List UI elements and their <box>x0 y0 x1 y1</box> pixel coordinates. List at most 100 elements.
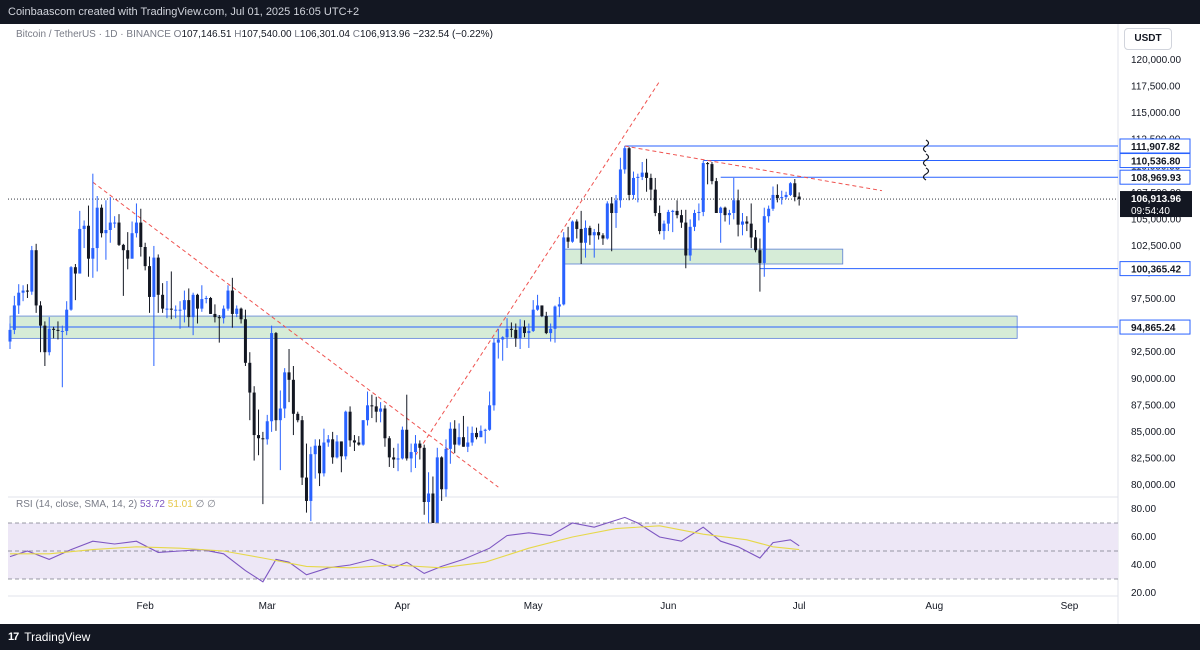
candle-body <box>274 333 278 421</box>
y-tick-label: 85,000.00 <box>1131 427 1176 438</box>
candle-body <box>466 442 470 447</box>
candle-body <box>39 305 43 326</box>
candle-body <box>152 257 156 297</box>
candle-body <box>584 227 588 243</box>
candle-body <box>719 207 723 213</box>
candle-body <box>161 294 165 309</box>
candle-body <box>370 405 374 407</box>
candle-body <box>496 339 500 343</box>
candle-body <box>313 445 317 455</box>
high-label: H <box>234 29 242 40</box>
candle-body <box>252 392 256 436</box>
level-price-tag <box>1119 169 1191 185</box>
x-tick-label: Jun <box>660 601 676 612</box>
candle-body <box>239 308 243 320</box>
candle-body <box>339 441 343 457</box>
candle-body <box>213 313 217 318</box>
candle-body <box>387 438 391 458</box>
candle-body <box>174 309 178 311</box>
candle-body <box>21 290 25 293</box>
candle-body <box>222 308 226 319</box>
candle-body <box>623 148 627 170</box>
candle-body <box>597 232 601 236</box>
rsi-sma-line <box>10 525 800 569</box>
x-tick-label: May <box>524 601 543 612</box>
candle-body <box>265 421 269 440</box>
open-value: 107,146.51 <box>181 29 232 40</box>
candle-body <box>492 342 496 406</box>
rsi-sma-value: 51.01 <box>167 499 193 510</box>
rsi-y-tick-label: 80.00 <box>1131 504 1156 515</box>
candle-body <box>727 213 731 216</box>
candle-body <box>627 148 631 195</box>
y-tick-label: 97,500.00 <box>1131 294 1176 305</box>
level-price-tag <box>1119 138 1191 154</box>
candle-body <box>527 330 531 334</box>
candle-body <box>427 493 431 502</box>
candle-body <box>30 250 34 292</box>
candle-body <box>645 172 649 178</box>
candle-body <box>352 440 356 443</box>
candle-body <box>78 228 82 274</box>
candle-body <box>104 230 108 234</box>
candle-body <box>666 211 670 224</box>
candle-body <box>69 267 73 310</box>
tradingview-brand[interactable]: 17 TradingView <box>8 624 90 650</box>
candle-body <box>348 411 352 441</box>
currency-button[interactable]: USDT <box>1124 28 1172 50</box>
candle-body <box>418 443 422 448</box>
candle-body <box>195 294 199 309</box>
candle-body <box>440 457 444 490</box>
candle-body <box>488 405 492 430</box>
level-price-label: 94,865.24 <box>1131 323 1176 334</box>
candle-body <box>143 247 147 267</box>
candle-body <box>483 429 487 431</box>
candle-body <box>514 329 518 339</box>
candle-body <box>243 319 247 363</box>
candle-body <box>588 227 592 236</box>
candle-body <box>287 372 291 380</box>
rsi-y-tick-label: 40.00 <box>1131 560 1156 571</box>
candle-body <box>767 208 771 217</box>
candle-body <box>200 299 204 309</box>
candle-body <box>326 439 330 443</box>
open-label: O <box>173 29 182 40</box>
candle-body <box>95 207 99 249</box>
candle-body <box>300 420 304 478</box>
candle-body <box>422 447 426 502</box>
candle-body <box>25 290 29 292</box>
candle-body <box>784 194 788 198</box>
x-tick-label: Apr <box>395 601 411 612</box>
candle-body <box>34 250 38 306</box>
candle-body <box>344 411 348 457</box>
candle-body <box>579 228 583 243</box>
brand-name: TradingView <box>24 630 91 644</box>
y-tick-label: 102,500.00 <box>1131 241 1181 252</box>
candle-body <box>570 221 574 242</box>
level-price-label: 100,365.42 <box>1131 265 1181 276</box>
candle-body <box>169 308 173 310</box>
candle-body <box>636 176 640 178</box>
candle-body <box>518 326 522 339</box>
candle-body <box>182 300 186 310</box>
candle-body <box>86 225 90 259</box>
low-label: L <box>294 29 300 40</box>
candle-body <box>553 306 557 329</box>
candle-body <box>8 329 12 342</box>
candle-body <box>754 237 758 251</box>
level-price-label: 110,536.80 <box>1131 157 1181 168</box>
candle-body <box>361 420 365 445</box>
y-tick-label: 90,000.00 <box>1131 374 1176 385</box>
candle-body <box>714 181 718 213</box>
candle-body <box>108 222 112 230</box>
candle-body <box>453 428 457 445</box>
candle-body <box>392 457 396 460</box>
candle-body <box>740 221 744 225</box>
squiggle-marker <box>922 139 930 153</box>
candle-body <box>544 316 548 334</box>
candle-body <box>73 267 77 274</box>
candle-body <box>121 244 125 251</box>
candle-body <box>675 210 679 216</box>
candle-body <box>788 183 792 195</box>
